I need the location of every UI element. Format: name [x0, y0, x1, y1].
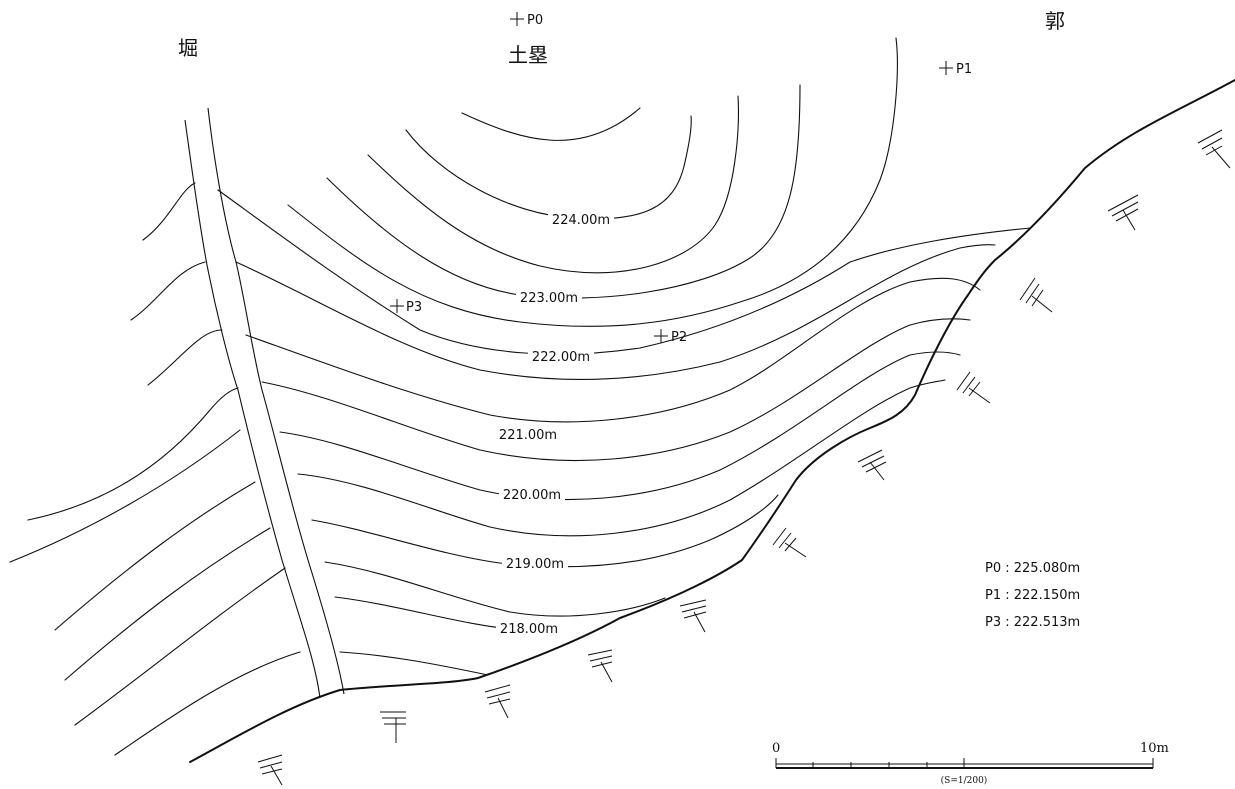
contour-line-219	[311, 494, 779, 568]
scale-end-label: 10m	[1140, 741, 1169, 756]
survey-point-p0-marker	[510, 12, 524, 26]
legend-p1: P1 : 222.150m	[985, 588, 1080, 603]
ditch-wall-west	[184, 119, 321, 699]
slope-hachure-6	[772, 527, 807, 558]
contour-line-220-5	[261, 318, 971, 462]
contour-line-west-7	[64, 527, 271, 681]
contour-label-222: 222.00m	[532, 350, 590, 365]
survey-point-p2-label: P2	[671, 330, 687, 345]
slope-hachure-7	[679, 599, 707, 633]
contour-line-219-5	[297, 379, 946, 537]
slope-hachure-11	[257, 754, 283, 786]
contour-line-218	[334, 596, 521, 631]
contour-label-223: 223.00m	[520, 291, 578, 306]
contour-line-west-5	[9, 429, 241, 563]
contour-line-summit	[461, 107, 641, 141]
contour-line-west-6	[54, 481, 256, 631]
contour-label-219: 219.00m	[506, 557, 564, 572]
scale-ratio-label: (S=1/200)	[941, 775, 988, 786]
slope-hachure-2	[1107, 194, 1139, 231]
slope-hachure-9	[484, 684, 511, 719]
slope-hachure-5	[857, 449, 887, 481]
contour-line-221	[245, 277, 981, 423]
area-label-enclosure: 郭	[1045, 9, 1065, 33]
area-label-ditch: 堀	[178, 36, 198, 60]
slope-hachure-4	[956, 371, 991, 404]
contour-line-222-5	[287, 37, 898, 327]
survey-point-p1-label: P1	[956, 62, 972, 77]
contour-label-224: 224.00m	[552, 213, 610, 228]
contour-label-220: 220.00m	[503, 488, 561, 503]
scale-start-label: 0	[772, 741, 780, 756]
slope-hachure-3	[1019, 277, 1053, 313]
scale-bar	[775, 758, 1154, 769]
contour-line-220	[279, 351, 961, 501]
contour-label-218: 218.00m	[500, 622, 558, 637]
contour-line-west-9	[114, 651, 301, 756]
contour-line-west-4	[27, 387, 239, 521]
legend-p3: P3 : 222.513m	[985, 615, 1080, 630]
contour-line-223-5	[367, 95, 739, 274]
slope-edge	[189, 79, 1235, 763]
contour-line-west-1	[142, 182, 196, 241]
contour-line-218-5	[324, 561, 666, 617]
contour-line-217-5	[339, 651, 489, 676]
legend-p0: P0 : 225.080m	[985, 561, 1080, 576]
contour-line-west-2	[130, 261, 206, 321]
contour-line-west-8	[74, 567, 286, 726]
contour-line-223	[326, 84, 801, 299]
ditch-wall-east	[207, 107, 345, 695]
contour-line-221-5	[235, 244, 996, 380]
contour-line-west-3	[147, 329, 223, 386]
survey-point-p2-marker	[654, 329, 668, 343]
survey-point-p3-marker	[390, 299, 404, 313]
survey-point-p3-label: P3	[406, 300, 422, 315]
survey-point-p1-marker	[939, 61, 953, 75]
contour-label-221: 221.00m	[499, 428, 557, 443]
slope-hachure-10	[380, 711, 406, 743]
area-label-earthwork: 土塁	[508, 43, 548, 67]
survey-point-p0-label: P0	[527, 13, 543, 28]
slope-hachure-8	[587, 649, 613, 683]
contour-line-224	[405, 115, 692, 220]
slope-hachure-1	[1197, 129, 1231, 169]
contour-line-222	[217, 189, 1031, 355]
